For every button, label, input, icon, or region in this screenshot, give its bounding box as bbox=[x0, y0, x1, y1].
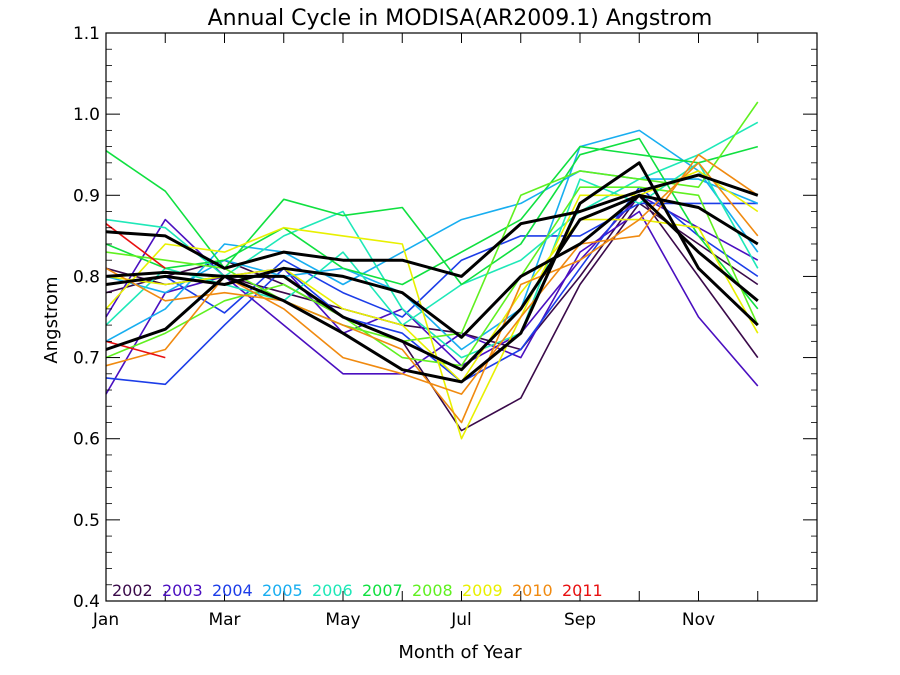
y-tick-label: 0.7 bbox=[73, 349, 100, 369]
series-line-2004-4 bbox=[105, 186, 759, 386]
y-tick-label: 0.5 bbox=[73, 511, 100, 531]
x-tick-label: Mar bbox=[208, 610, 240, 630]
series-line-2010-17 bbox=[105, 162, 759, 424]
x-axis-label: Month of Year bbox=[398, 642, 522, 663]
y-tick-label: 0.8 bbox=[73, 267, 100, 287]
y-tick-label: 0.6 bbox=[73, 430, 100, 450]
x-tick-label: Jan bbox=[92, 610, 119, 630]
series-line-2005-7 bbox=[105, 129, 759, 351]
legend-item-2008: 2008 bbox=[412, 581, 453, 600]
y-axis-label: Angstrom bbox=[41, 276, 62, 363]
y-tick-label: 0.4 bbox=[73, 592, 100, 612]
y-tick-label: 1.0 bbox=[73, 105, 100, 125]
x-tick-label: Sep bbox=[564, 610, 596, 630]
x-tick-label: Nov bbox=[682, 610, 715, 630]
series-line-2002-1 bbox=[105, 202, 759, 432]
legend-item-2003: 2003 bbox=[162, 581, 203, 600]
chart-title: Annual Cycle in MODISA(AR2009.1) Angstro… bbox=[208, 6, 713, 31]
axes-layer: Jan Mar May Jul Sep Nov 0.4 0.5 0.6 0.7 0.8 0.9 1.0 1… bbox=[73, 24, 818, 630]
mean-line-22 bbox=[105, 173, 759, 278]
legend-item-2004: 2004 bbox=[212, 581, 253, 600]
legend-item-2006: 2006 bbox=[312, 581, 353, 600]
legend-item-2002: 2002 bbox=[112, 581, 153, 600]
legend-item-2007: 2007 bbox=[362, 581, 403, 600]
x-tick-label: May bbox=[325, 610, 360, 630]
series-line-2011-19 bbox=[105, 223, 166, 269]
legend-item-2010: 2010 bbox=[512, 581, 553, 600]
plot-frame bbox=[105, 32, 818, 602]
x-tick-label: Jul bbox=[450, 610, 472, 630]
mean-line-20 bbox=[105, 193, 759, 372]
mean-line-21 bbox=[105, 161, 759, 384]
series-line-2009-14 bbox=[105, 170, 759, 440]
legend-item-2009: 2009 bbox=[462, 581, 503, 600]
series-line-2010-16 bbox=[105, 153, 759, 395]
series-layer bbox=[105, 101, 759, 440]
legend-item-2005: 2005 bbox=[262, 581, 303, 600]
y-tick-label: 1.1 bbox=[73, 24, 100, 44]
mean-line-23 bbox=[105, 193, 759, 339]
series-line-2007-10 bbox=[105, 137, 759, 310]
series-line-2011-18 bbox=[105, 340, 166, 359]
series-line-2009-15 bbox=[105, 218, 759, 383]
legend: 2002 2003 2004 2005 2006 2007 2008 2009 2010 2011 bbox=[112, 581, 603, 600]
legend-item-2011: 2011 bbox=[562, 581, 603, 600]
y-tick-label: 0.9 bbox=[73, 186, 100, 206]
